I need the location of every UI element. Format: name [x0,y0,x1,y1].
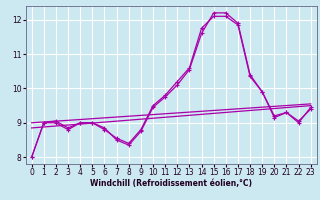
X-axis label: Windchill (Refroidissement éolien,°C): Windchill (Refroidissement éolien,°C) [90,179,252,188]
